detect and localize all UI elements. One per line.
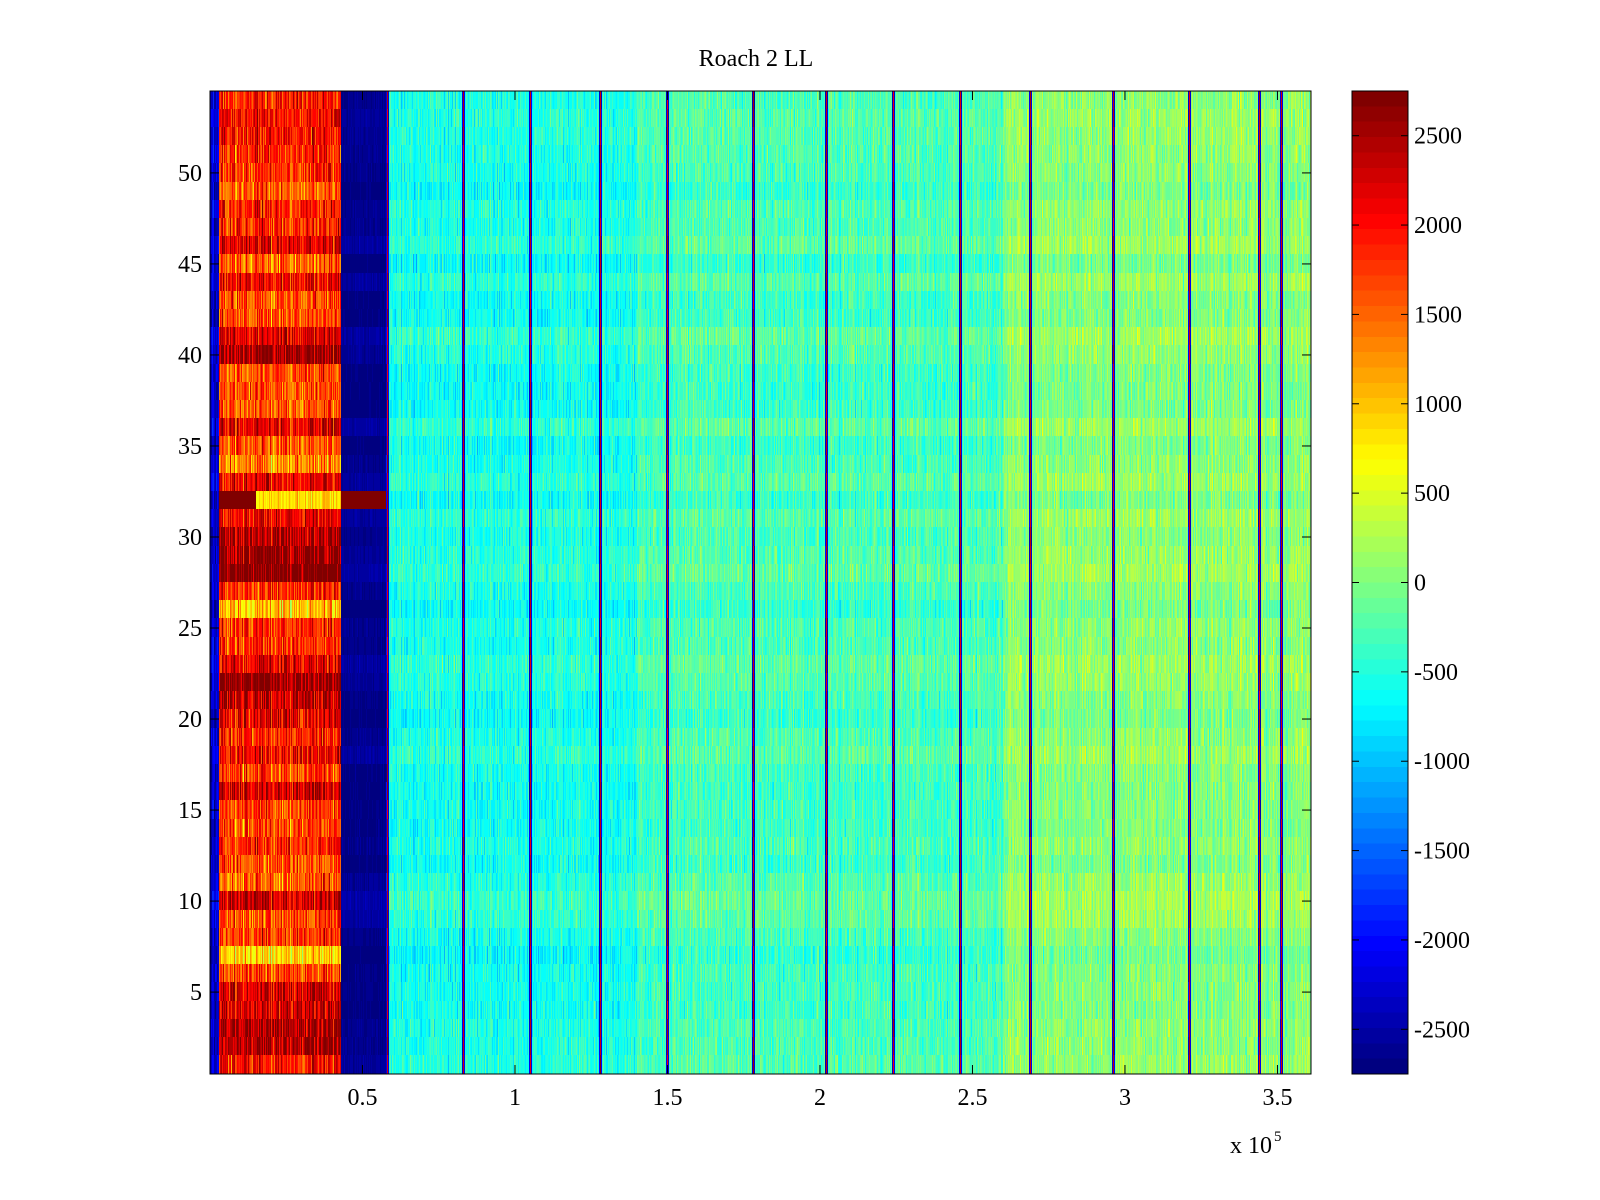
y-tick-label: 35 [178, 434, 202, 460]
colorbar-tick-label: 2500 [1414, 124, 1462, 150]
x-exponent-base: x 10 [1230, 1133, 1272, 1159]
y-tick-label: 20 [178, 707, 202, 733]
y-tick-label: 15 [178, 798, 202, 824]
heatmap-image [210, 91, 1311, 1074]
heatmap-plot-area: 0.5 1 1.5 2 2.5 3 3.5 5 10 15 20 25 30 35 40 45 50 x 10… [178, 90, 1312, 1159]
colorbar-tick-label: -1500 [1414, 839, 1470, 865]
x-axis-ticks: 0.5 1 1.5 2 2.5 3 3.5 [347, 91, 1292, 1111]
chart-title: Roach 2 LL [699, 46, 814, 72]
x-tick-label: 1 [509, 1085, 521, 1111]
colorbar-tick-label: 0 [1414, 571, 1426, 597]
x-exponent-power: 5 [1274, 1129, 1282, 1145]
colorbar-tick-label: -1000 [1414, 749, 1470, 775]
colorbar-tick-label: 2000 [1414, 213, 1462, 239]
colorbar-tick-label: -500 [1414, 660, 1458, 686]
y-tick-label: 5 [190, 980, 202, 1006]
y-tick-label: 40 [178, 343, 202, 369]
colorbar-ticks: -2500 -2000 -1500 -1000 -500 0 500 1000 1500 2000… [1352, 124, 1470, 1043]
colorbar-gradient [1352, 91, 1408, 1074]
x-tick-label: 0.5 [347, 1085, 377, 1111]
colorbar-tick-label: -2000 [1414, 928, 1470, 954]
y-tick-label: 25 [178, 616, 202, 642]
x-tick-label: 3.5 [1262, 1085, 1292, 1111]
colorbar-tick-label: 500 [1414, 481, 1450, 507]
y-tick-label: 10 [178, 889, 202, 915]
colorbar: -2500 -2000 -1500 -1000 -500 0 500 1000 1500 2000… [1351, 90, 1470, 1075]
colorbar-tick-label: -2500 [1414, 1017, 1470, 1043]
y-axis-ticks: 5 10 15 20 25 30 35 40 45 50 [178, 161, 1311, 1006]
x-tick-label: 2.5 [957, 1085, 987, 1111]
y-tick-label: 30 [178, 525, 202, 551]
colorbar-tick-label: 1500 [1414, 302, 1462, 328]
x-axis-exponent: x 10 5 [1230, 1129, 1282, 1159]
y-tick-label: 45 [178, 252, 202, 278]
plot-frame [209, 90, 1312, 1075]
x-tick-label: 1.5 [652, 1085, 682, 1111]
y-tick-label: 50 [178, 161, 202, 187]
colorbar-tick-label: 1000 [1414, 392, 1462, 418]
x-tick-label: 2 [814, 1085, 826, 1111]
x-tick-label: 3 [1119, 1085, 1131, 1111]
